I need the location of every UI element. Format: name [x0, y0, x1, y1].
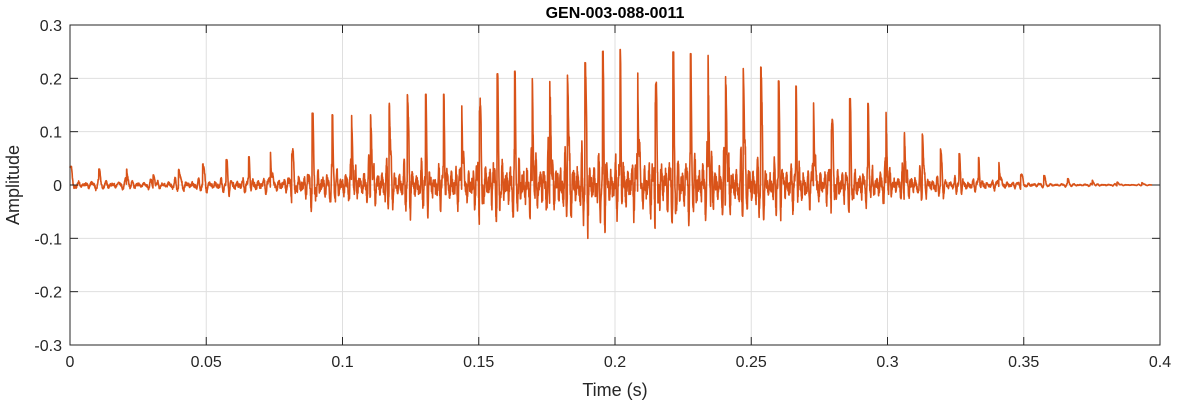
y-tick-label: -0.1 — [34, 231, 62, 248]
x-tick-labels: 0 0.05 0.1 0.15 0.2 0.25 0.3 0.35 0.4 — [66, 354, 1172, 371]
y-tick-label: 0.2 — [40, 71, 62, 88]
x-tick-label: 0 — [66, 354, 75, 371]
x-tick-label: 0.15 — [463, 354, 494, 371]
y-tick-labels: -0.3 -0.2 -0.1 0 0.1 0.2 0.3 — [34, 18, 62, 355]
series-layer — [69, 48, 1153, 240]
x-tick-label: 0.4 — [1149, 354, 1171, 371]
y-tick-label: 0.1 — [40, 125, 62, 142]
x-tick-label: 0.3 — [876, 354, 898, 371]
chart-title: GEN-003-088-0011 — [546, 5, 685, 22]
x-tick-label: 0.25 — [736, 354, 767, 371]
x-tick-label: 0.35 — [1008, 354, 1039, 371]
x-axis-label: Time (s) — [582, 380, 647, 400]
y-axis-label: Amplitude — [3, 145, 23, 225]
y-tick-label: 0.3 — [40, 18, 62, 35]
y-tick-label: 0 — [53, 178, 62, 195]
y-tick-label: -0.2 — [34, 285, 62, 302]
x-tick-label: 0.2 — [604, 354, 626, 371]
x-tick-label: 0.05 — [191, 354, 222, 371]
y-tick-label: -0.3 — [34, 338, 62, 355]
x-tick-label: 0.1 — [331, 354, 353, 371]
tick-marks — [69, 24, 1161, 346]
waveform-series-line — [69, 48, 1153, 240]
